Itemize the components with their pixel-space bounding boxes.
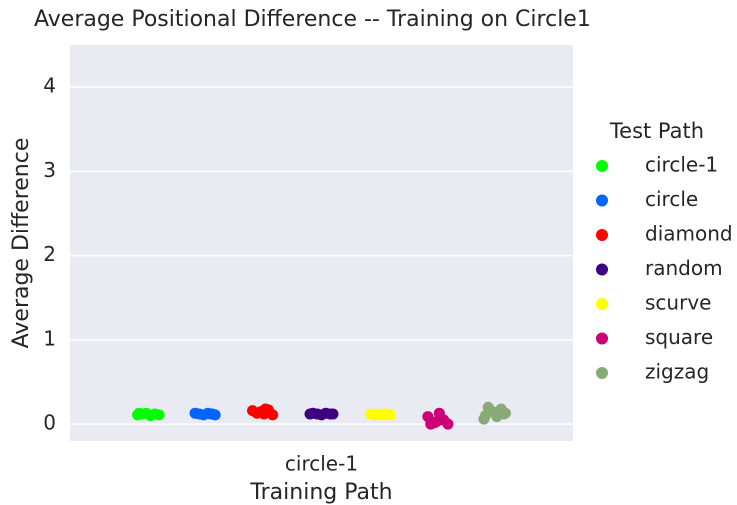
legend-marker [596,263,608,276]
point [324,408,336,420]
x-tick-label: circle-1 [285,452,358,476]
x-axis-label: Training Path [249,480,392,505]
point [377,409,389,421]
legend-label: diamond [645,222,733,246]
y-tick-label: 0 [43,411,56,435]
legend-label: square [645,325,713,349]
y-tick-label: 3 [43,158,56,182]
y-tick-label: 1 [43,326,56,350]
legend-marker [596,160,608,172]
point [133,407,145,419]
point [442,418,454,430]
legend-label: scurve [645,291,711,315]
point [259,403,271,415]
point [479,410,491,422]
legend-marker [596,229,608,241]
point [304,408,316,420]
legend-label: circle [645,187,698,211]
legend-marker [596,298,608,310]
point [153,409,165,421]
legend-title: Test Path [609,119,704,143]
legend-marker [596,194,608,207]
chart-title: Average Positional Difference -- Trainin… [34,7,591,32]
point [206,408,218,420]
legend-marker [596,367,608,379]
plot-area [70,45,573,441]
legend-marker [596,332,608,345]
point [430,416,442,428]
legend-label: random [645,256,723,280]
y-axis-label: Average Difference [9,138,34,349]
point [499,407,511,419]
y-tick-label: 2 [43,242,56,266]
y-tick-label: 4 [43,74,56,98]
legend-label: zigzag [645,360,709,384]
legend-label: circle-1 [645,153,718,177]
